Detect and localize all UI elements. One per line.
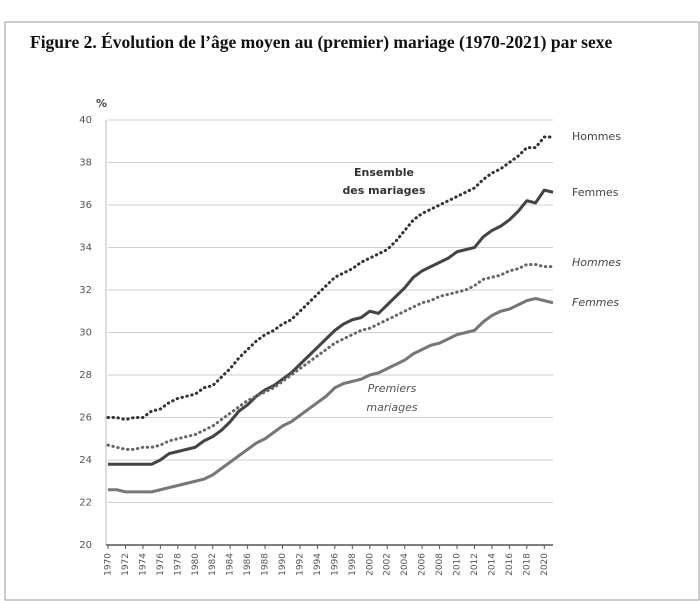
x-tick-label: 2002 (383, 553, 393, 576)
annotation: mariages (366, 401, 418, 414)
legend-label: Hommes (572, 130, 621, 143)
chart-title: Figure 2. Évolution de l’âge moyen au (p… (30, 32, 613, 52)
x-tick-label: 1998 (348, 553, 358, 576)
y-tick-label: 22 (79, 498, 92, 509)
x-tick-label: 2016 (505, 553, 515, 576)
x-tick-label: 2018 (522, 553, 532, 576)
x-tick-label: 1970 (104, 553, 114, 576)
y-tick-label: 40 (79, 115, 92, 126)
y-tick-label: 36 (79, 200, 92, 211)
series-line (106, 263, 555, 451)
x-tick-label: 1990 (278, 553, 288, 576)
x-tick-label: 1994 (313, 553, 323, 576)
legend-label: Femmes (572, 296, 619, 309)
y-tick-label: 26 (79, 413, 92, 424)
x-tick-label: 2010 (453, 553, 463, 576)
annotation: Premiers (368, 382, 417, 395)
legend-label: Femmes (572, 186, 619, 199)
x-tick-label: 1984 (226, 553, 236, 576)
x-tick-label: 1992 (295, 553, 305, 576)
x-tick-label: 2014 (487, 553, 497, 576)
y-tick-label: 34 (79, 243, 92, 254)
x-tick-label: 2020 (540, 553, 550, 576)
x-tick-label: 1978 (173, 553, 183, 576)
series-line (108, 297, 554, 494)
annotation: des mariages (342, 184, 426, 197)
legend-label: Hommes (572, 256, 621, 269)
x-tick-label: 2012 (470, 553, 480, 576)
y-tick-label: 30 (79, 328, 92, 339)
series-line (108, 188, 554, 466)
x-tick-label: 2008 (435, 553, 445, 576)
x-tick-label: 1986 (243, 553, 253, 576)
x-tick-label: 1974 (138, 553, 148, 576)
y-tick-label: 20 (79, 540, 92, 551)
x-tick-label: 2006 (418, 553, 428, 576)
x-tick-label: 2004 (400, 553, 410, 576)
x-tick-label: 1976 (156, 553, 166, 576)
y-axis-label: % (96, 97, 107, 110)
series-line (106, 135, 555, 422)
x-tick-label: 1980 (191, 553, 201, 576)
y-tick-label: 28 (79, 370, 92, 381)
x-tick-label: 2000 (365, 553, 375, 576)
annotation: Ensemble (354, 166, 414, 179)
x-tick-label: 1996 (330, 553, 340, 576)
y-tick-label: 38 (79, 158, 92, 169)
y-tick-label: 32 (79, 285, 92, 296)
frame (4, 21, 700, 601)
x-tick-label: 1982 (208, 553, 218, 576)
x-tick-label: 1988 (261, 553, 271, 576)
y-tick-label: 24 (79, 455, 92, 466)
x-tick-label: 1972 (121, 553, 131, 576)
